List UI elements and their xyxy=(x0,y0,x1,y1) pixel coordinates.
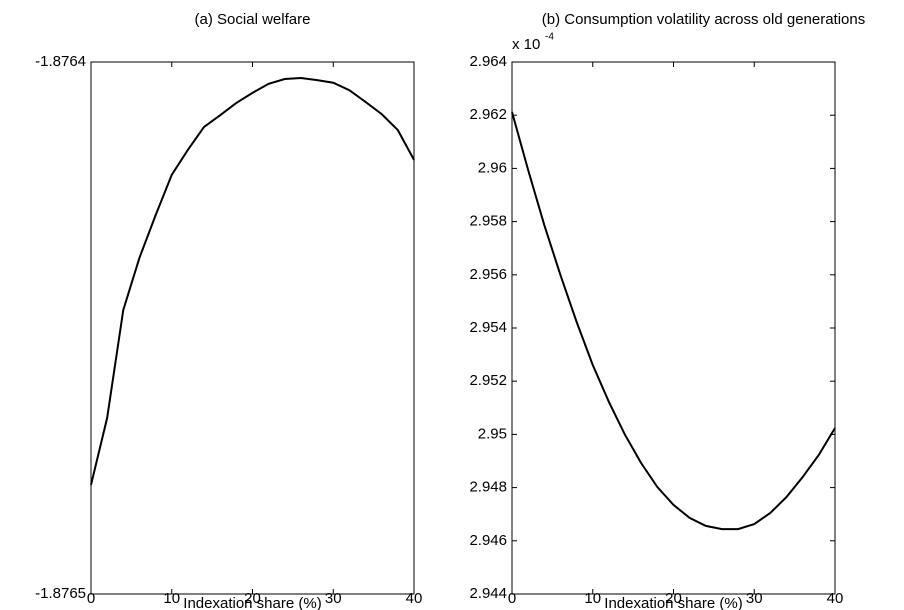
y-tick-label: 2.95 xyxy=(478,425,507,442)
x-axis-label: Indexation share (%) xyxy=(183,595,321,610)
x-tick-label: 30 xyxy=(325,590,342,607)
y-tick-label: 2.946 xyxy=(469,532,507,549)
y-tick-label: 2.944 xyxy=(469,585,507,602)
y-tick-label: 2.948 xyxy=(469,479,507,496)
x-tick-label: 20 xyxy=(244,590,261,607)
line-series xyxy=(90,76,415,486)
y-tick-label: -1.8765 xyxy=(35,585,86,602)
axes-box xyxy=(511,61,836,595)
y-tick-label: -1.8764 xyxy=(35,53,86,70)
x-axis-label: Indexation share (%) xyxy=(604,595,742,610)
y-tick-label: 2.96 xyxy=(478,159,507,176)
axes-box xyxy=(90,61,415,595)
y-tick-label: 2.954 xyxy=(469,319,507,336)
x-tick-label: 0 xyxy=(87,590,95,607)
axis-multiplier-exponent: -4 xyxy=(545,32,554,43)
y-tick-label: 2.952 xyxy=(469,372,507,389)
chart-title: (a) Social welfare xyxy=(195,11,311,28)
y-tick-label: 2.962 xyxy=(469,106,507,123)
line-series xyxy=(511,111,836,531)
axis-multiplier: x 10 xyxy=(512,36,540,53)
y-tick-label: 2.958 xyxy=(469,213,507,230)
y-tick-label: 2.964 xyxy=(469,53,507,70)
chart-title: (b) Consumption volatility across old ge… xyxy=(542,11,866,28)
x-tick-label: 10 xyxy=(163,590,180,607)
x-tick-label: 20 xyxy=(665,590,682,607)
y-tick-label: 2.956 xyxy=(469,266,507,283)
x-tick-label: 40 xyxy=(406,590,423,607)
x-tick-label: 40 xyxy=(827,590,844,607)
x-tick-label: 30 xyxy=(746,590,763,607)
x-tick-label: 0 xyxy=(508,590,516,607)
x-tick-label: 10 xyxy=(584,590,601,607)
